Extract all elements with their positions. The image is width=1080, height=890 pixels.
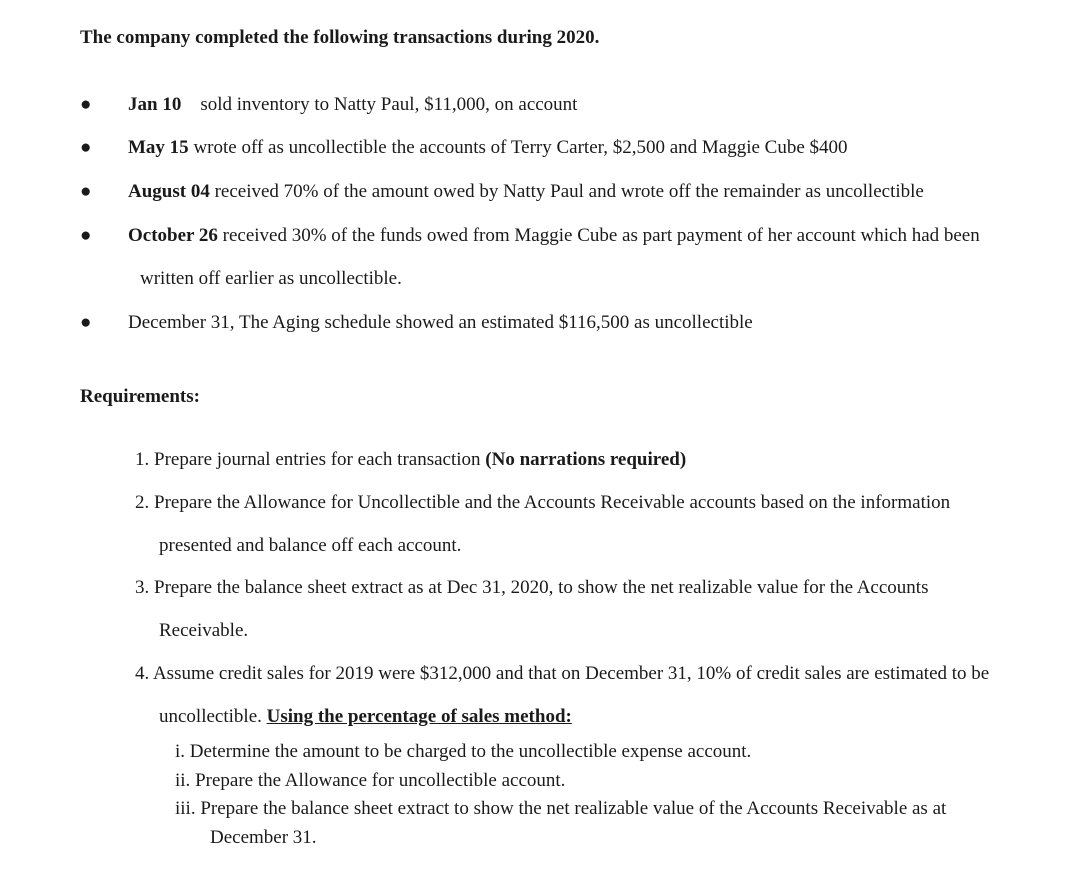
requirement-item: 1. Prepare journal entries for each tran… <box>135 439 1000 482</box>
requirement-item: 3. Prepare the balance sheet extract as … <box>135 567 1000 653</box>
requirement-item: 4. Assume credit sales for 2019 were $31… <box>135 653 1000 739</box>
intro-paragraph: The company completed the following tran… <box>80 24 1000 53</box>
requirement-sublist: i. Determine the amount to be charged to… <box>175 738 1000 852</box>
sublist-number: iii. <box>175 798 200 819</box>
transaction-text: wrote off as uncollectible the accounts … <box>193 137 847 158</box>
requirements-heading: Requirements: <box>80 383 1000 412</box>
transaction-item: ●August 04 received 70% of the amount ow… <box>110 170 1000 214</box>
req-text: Prepare the Allowance for Uncollectible … <box>154 492 950 556</box>
transaction-item: ●May 15 wrote off as uncollectible the a… <box>110 126 1000 170</box>
transaction-date: October 26 <box>128 225 218 246</box>
bullet-icon: ● <box>110 214 128 258</box>
requirement-item: 2. Prepare the Allowance for Uncollectib… <box>135 482 1000 568</box>
sublist-item: iii. Prepare the balance sheet extract t… <box>175 795 1000 852</box>
bullet-icon: ● <box>110 83 128 127</box>
req-number: 2. <box>135 492 154 513</box>
transaction-text: December 31, The Aging schedule showed a… <box>128 312 753 333</box>
req-number: 1. <box>135 449 154 470</box>
sublist-number: ii. <box>175 770 195 791</box>
sublist-text: Prepare the Allowance for uncollectible … <box>195 770 565 791</box>
transaction-item: ●Jan 10 sold inventory to Natty Paul, $1… <box>110 83 1000 127</box>
sublist-number: i. <box>175 741 190 762</box>
transaction-spacer <box>181 94 200 115</box>
transaction-text: received 30% of the funds owed from Magg… <box>140 225 980 290</box>
transactions-list: ●Jan 10 sold inventory to Natty Paul, $1… <box>110 83 1000 345</box>
transaction-item: ●October 26 received 30% of the funds ow… <box>110 214 1000 301</box>
req-number: 3. <box>135 577 154 598</box>
req-bold: (No narrations required) <box>485 449 686 470</box>
sublist-text: Prepare the balance sheet extract to sho… <box>200 798 946 848</box>
req-text: Prepare journal entries for each transac… <box>154 449 485 470</box>
sublist-text: Determine the amount to be charged to th… <box>190 741 752 762</box>
req-underline: Using the percentage of sales method: <box>267 706 572 727</box>
transaction-text: received 70% of the amount owed by Natty… <box>215 181 924 202</box>
transaction-date: August 04 <box>128 181 210 202</box>
req-text: Prepare the balance sheet extract as at … <box>154 577 928 641</box>
requirements-list: 1. Prepare journal entries for each tran… <box>135 439 1000 738</box>
bullet-icon: ● <box>110 126 128 170</box>
transaction-text: sold inventory to Natty Paul, $11,000, o… <box>200 94 577 115</box>
transaction-date: May 15 <box>128 137 189 158</box>
bullet-icon: ● <box>110 170 128 214</box>
transaction-date: Jan 10 <box>128 94 181 115</box>
sublist-item: i. Determine the amount to be charged to… <box>175 738 1000 767</box>
transaction-item: ●December 31, The Aging schedule showed … <box>110 301 1000 345</box>
req-number: 4. <box>135 663 153 684</box>
bullet-icon: ● <box>110 301 128 345</box>
sublist-item: ii. Prepare the Allowance for uncollecti… <box>175 767 1000 796</box>
